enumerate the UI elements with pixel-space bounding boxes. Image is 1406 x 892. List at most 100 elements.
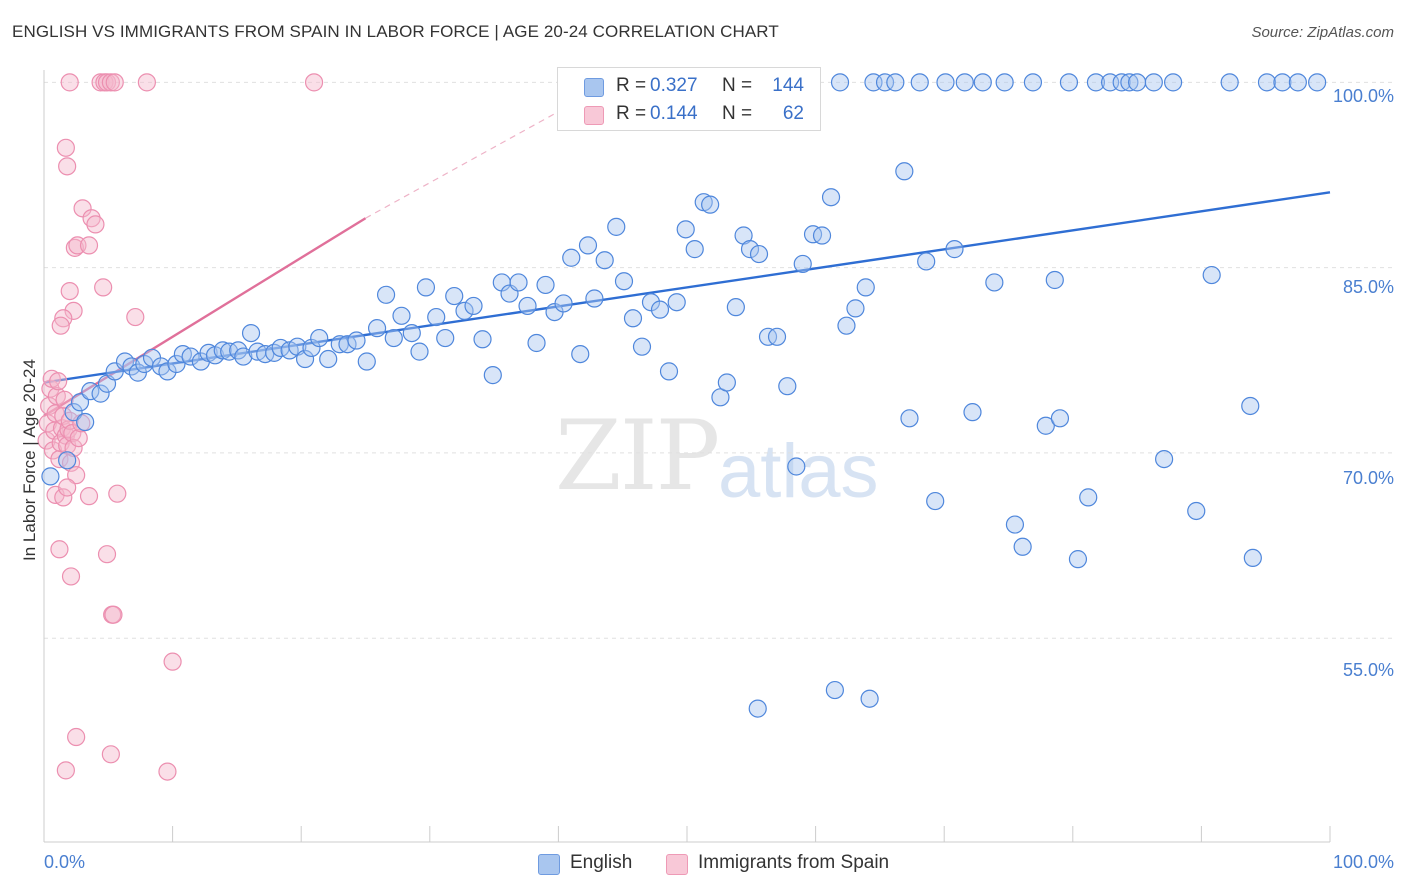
- point-english: [436, 328, 455, 348]
- point-english: [1013, 537, 1032, 556]
- point-english: [830, 73, 850, 92]
- point-immigrants-from-spain: [58, 478, 77, 497]
- bottom-legend-label-immigrants-from-spain: Immigrants from Spain: [698, 852, 890, 873]
- point-english: [76, 412, 95, 432]
- point-english: [295, 349, 315, 369]
- point-immigrants-from-spain: [56, 761, 75, 780]
- point-english: [536, 275, 555, 295]
- point-english: [181, 347, 200, 366]
- point-immigrants-from-spain: [64, 301, 83, 320]
- point-english: [1079, 488, 1098, 507]
- point-english: [685, 240, 704, 259]
- point-immigrants-from-spain: [60, 73, 79, 92]
- point-english: [985, 273, 1004, 292]
- point-immigrants-from-spain: [50, 449, 69, 469]
- point-immigrants-from-spain: [65, 238, 84, 257]
- point-english: [875, 73, 895, 92]
- y-tick-label-100: 100.0%: [1332, 86, 1394, 106]
- legend-swatch-english: [584, 78, 604, 97]
- point-english: [659, 362, 679, 381]
- point-english: [1257, 73, 1277, 92]
- point-immigrants-from-spain: [126, 307, 145, 327]
- point-english: [578, 236, 598, 255]
- point-immigrants-from-spain: [158, 762, 177, 781]
- correlation-legend: R = 0.327 N = 144 R = 0.144 N = 62: [557, 67, 821, 131]
- point-english: [1144, 73, 1163, 92]
- axes: [43, 70, 1331, 843]
- point-english: [650, 300, 670, 319]
- point-english: [740, 240, 760, 259]
- bottom-legend-swatch-immigrants-from-spain: [666, 854, 688, 875]
- point-english: [860, 689, 879, 708]
- point-english: [302, 338, 321, 358]
- source-credit: Source: ZipAtlas.com: [1251, 24, 1394, 41]
- point-english: [856, 278, 875, 297]
- point-english: [357, 352, 376, 371]
- point-immigrants-from-spain: [58, 157, 77, 176]
- point-english: [1127, 73, 1147, 92]
- point-immigrants-from-spain: [50, 540, 69, 559]
- point-immigrants-from-spain: [67, 466, 86, 485]
- point-english: [41, 467, 60, 486]
- point-english: [936, 73, 955, 92]
- watermark-atlas: atlas: [718, 429, 879, 514]
- point-english: [846, 299, 865, 318]
- point-immigrants-from-spain: [105, 73, 124, 92]
- point-english: [338, 335, 357, 354]
- point-english: [1164, 73, 1183, 92]
- point-english: [562, 248, 581, 267]
- point-immigrants-from-spain: [163, 652, 182, 671]
- point-english: [1308, 73, 1327, 92]
- point-english: [910, 73, 929, 92]
- x-tick-label-max: 100.0%: [1332, 852, 1394, 872]
- point-immigrants-from-spain: [97, 73, 117, 92]
- point-english: [821, 188, 841, 207]
- trend-line-immigrants-from-spain: [43, 217, 367, 417]
- x-tick-label-min: 0.0%: [44, 852, 86, 872]
- point-english: [595, 251, 614, 270]
- point-english: [509, 273, 528, 292]
- point-english: [1112, 73, 1131, 92]
- point-english: [1050, 409, 1070, 428]
- bottom-legend-swatch-english: [538, 854, 560, 875]
- y-axis-label: In Labor Force | Age 20-24: [20, 359, 39, 561]
- point-immigrants-from-spain: [54, 488, 73, 507]
- point-english: [1086, 73, 1106, 92]
- point-immigrants-from-spain: [61, 567, 81, 586]
- point-english: [402, 323, 421, 343]
- chart-title: ENGLISH VS IMMIGRANTS FROM SPAIN IN LABO…: [12, 22, 779, 41]
- point-english: [473, 330, 492, 349]
- point-english: [319, 349, 338, 369]
- legend-n-value: 62: [782, 103, 804, 124]
- point-english: [787, 457, 806, 476]
- point-english: [748, 699, 767, 718]
- legend-r-label: R =: [616, 75, 647, 96]
- point-immigrants-from-spain: [51, 316, 70, 335]
- trend-line-english: [43, 191, 1331, 384]
- point-english: [347, 331, 366, 350]
- point-english: [58, 451, 77, 470]
- series-immigrants-from-spain: [37, 73, 324, 781]
- point-english: [726, 298, 745, 317]
- point-immigrants-from-spain: [79, 487, 99, 506]
- point-immigrants-from-spain: [49, 372, 68, 391]
- point-immigrants-from-spain: [73, 199, 92, 218]
- point-english: [585, 289, 604, 308]
- point-english: [427, 307, 446, 327]
- point-english: [445, 286, 464, 306]
- point-english: [241, 323, 261, 343]
- y-tick-label-70: 70.0%: [1342, 468, 1394, 488]
- point-english: [91, 384, 110, 403]
- point-english: [213, 341, 232, 360]
- point-english: [483, 365, 502, 385]
- point-immigrants-from-spain: [55, 390, 74, 409]
- bottom-legend-label-english: English: [570, 852, 633, 873]
- point-english: [70, 393, 90, 412]
- legend-r-value: 0.327: [650, 75, 698, 96]
- point-immigrants-from-spain: [101, 745, 120, 764]
- point-english: [376, 285, 396, 304]
- point-immigrants-from-spain: [94, 278, 113, 297]
- point-english: [917, 252, 936, 271]
- point-english: [895, 162, 914, 181]
- point-english: [1220, 73, 1239, 92]
